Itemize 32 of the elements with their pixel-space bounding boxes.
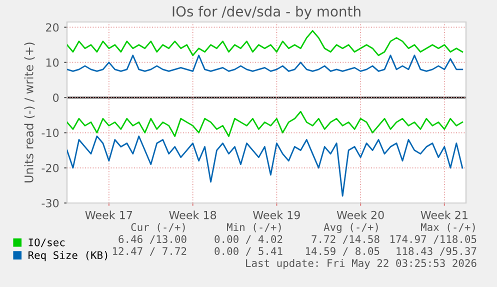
text: Avg (-/+) [324, 222, 378, 234]
text: 174.97 /118.05 [390, 235, 476, 244]
text: 0.00 / 4.02 [214, 235, 282, 244]
text: 7.72 /14.58 [312, 235, 380, 244]
text: 0.00 / 5.41 [214, 247, 282, 256]
x-tick-label: Week 18 [169, 210, 216, 220]
text: 118.43 /95.37 [396, 247, 476, 256]
x-tick-label: Week 21 [420, 210, 468, 220]
x-tick-label: Week 20 [336, 210, 384, 220]
chart-title: IOs for /dev/sda - by month [172, 6, 360, 20]
line-series [67, 54, 464, 72]
text: Max (-/+) [420, 223, 475, 232]
text: Min (-/+) [226, 222, 281, 232]
text: Last update: Fri May 22 03:25:53 2026 [246, 258, 476, 270]
y-axis-title: Units read (-) / write (+) [24, 42, 35, 182]
line-series [67, 110, 464, 137]
y-tick-label: 10 [46, 58, 59, 67]
x-tick-label: Week 17 [85, 210, 132, 220]
x-tick-label: Week 19 [253, 210, 300, 220]
y-tick-label: 20 [46, 23, 59, 32]
text: 6.46 /13.00 [118, 235, 186, 244]
legend-label: Req Size (KB) [28, 251, 108, 262]
y-tick-label: -30 [42, 198, 59, 208]
text: 14.59 / 8.05 [306, 247, 380, 256]
y-tick-label: 0 [53, 94, 59, 102]
y-tick-label: -20 [42, 164, 59, 172]
line-series [67, 30, 464, 56]
legend-label: IO/sec [28, 238, 65, 248]
y-tick-label: -10 [42, 128, 59, 138]
line-series [67, 136, 464, 197]
text: 12.47 / 7.72 [113, 247, 186, 256]
text: Cur (-/+) [131, 223, 185, 232]
